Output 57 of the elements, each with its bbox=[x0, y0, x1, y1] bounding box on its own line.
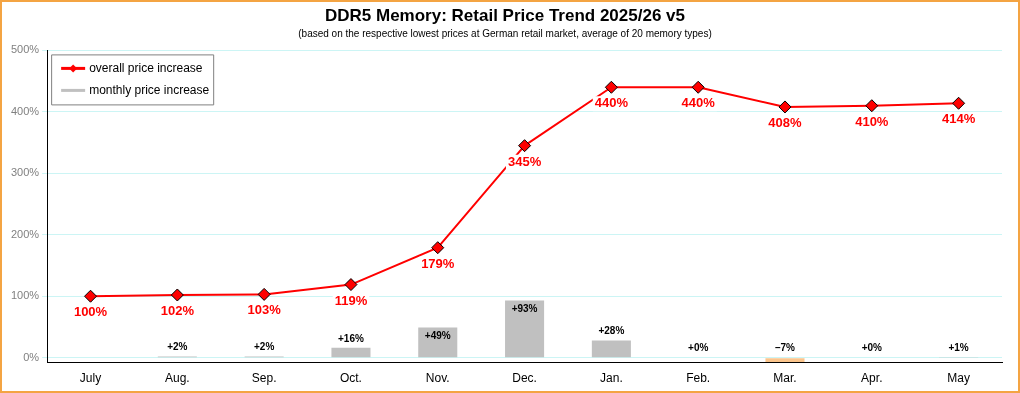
y-tick-label: 400% bbox=[10, 104, 40, 117]
data-label: +28% bbox=[598, 325, 625, 337]
data-label: 440% bbox=[681, 95, 716, 111]
legend-label: overall price increase bbox=[89, 60, 203, 75]
data-label: +0% bbox=[861, 342, 883, 354]
y-tick-label: 100% bbox=[10, 289, 40, 302]
chart-title: DDR5 Memory: Retail Price Trend 2025/26 v5 bbox=[325, 5, 685, 25]
data-label: +49% bbox=[424, 330, 451, 342]
point bbox=[691, 80, 705, 94]
data-label: +93% bbox=[511, 303, 538, 315]
data-label: +1% bbox=[948, 341, 969, 353]
bar bbox=[505, 300, 545, 358]
data-label: 410% bbox=[855, 113, 889, 129]
y-tick-label: 300% bbox=[10, 166, 40, 179]
bar bbox=[331, 347, 371, 358]
data-label: 103% bbox=[247, 302, 282, 318]
point bbox=[344, 278, 358, 292]
x-tick-label: July bbox=[79, 371, 102, 386]
data-label: 179% bbox=[421, 255, 455, 271]
point bbox=[431, 241, 445, 255]
x-tick-label: Mar. bbox=[773, 371, 797, 386]
y-tick-label: 0% bbox=[23, 350, 40, 363]
data-label: 119% bbox=[334, 292, 368, 308]
data-label: 102% bbox=[160, 303, 195, 319]
point bbox=[170, 288, 184, 302]
data-label: +2% bbox=[254, 341, 275, 353]
point bbox=[257, 287, 271, 301]
y-tick-label: 200% bbox=[10, 227, 40, 240]
data-label: 345% bbox=[507, 153, 542, 169]
point bbox=[84, 289, 98, 303]
data-label: 414% bbox=[941, 111, 976, 127]
data-label: +2% bbox=[167, 341, 188, 353]
data-label: +16% bbox=[338, 332, 364, 344]
x-tick-label: Oct. bbox=[339, 371, 362, 386]
x-tick-label: Nov. bbox=[425, 371, 450, 386]
data-label: +0% bbox=[688, 342, 709, 354]
data-label: 440% bbox=[594, 95, 629, 111]
point bbox=[604, 80, 618, 94]
legend-label: monthly price increase bbox=[89, 82, 210, 97]
x-tick-label: Apr. bbox=[861, 371, 883, 386]
bar bbox=[765, 358, 805, 362]
point bbox=[518, 139, 532, 153]
chart-subtitle: (based on the respective lowest prices at German retail market, average of 20 memory types) bbox=[298, 28, 712, 40]
x-tick-label: Dec. bbox=[512, 371, 537, 386]
x-tick-label: Feb. bbox=[686, 371, 711, 386]
point bbox=[865, 99, 879, 113]
y-tick-label: 500% bbox=[10, 43, 40, 56]
x-tick-label: Jan. bbox=[600, 371, 623, 386]
data-label: –7% bbox=[774, 342, 796, 354]
x-tick-label: Sep. bbox=[251, 371, 277, 386]
bar bbox=[591, 340, 631, 358]
point bbox=[778, 100, 792, 114]
x-tick-label: May bbox=[947, 371, 970, 386]
data-label: 408% bbox=[768, 115, 803, 131]
point bbox=[952, 96, 966, 110]
data-label: 100% bbox=[73, 304, 108, 320]
x-tick-label: Aug. bbox=[165, 371, 190, 386]
